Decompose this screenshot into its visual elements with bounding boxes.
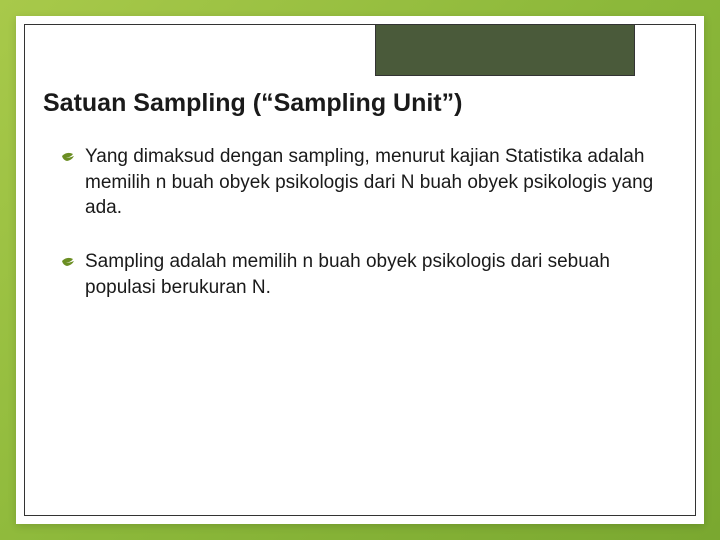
slide-container: Satuan Sampling (“Sampling Unit”) Yang d…	[16, 16, 704, 524]
bullet-item: Sampling adalah memilih n buah obyek psi…	[43, 249, 671, 300]
leaf-icon	[61, 252, 81, 272]
accent-box	[375, 24, 635, 76]
bullet-text: Yang dimaksud dengan sampling, menurut k…	[85, 144, 671, 221]
bullet-item: Yang dimaksud dengan sampling, menurut k…	[43, 144, 671, 221]
leaf-icon	[61, 147, 81, 167]
slide-title: Satuan Sampling (“Sampling Unit”)	[43, 89, 671, 118]
bullet-text: Sampling adalah memilih n buah obyek psi…	[85, 249, 671, 300]
slide-border: Satuan Sampling (“Sampling Unit”) Yang d…	[24, 24, 696, 516]
